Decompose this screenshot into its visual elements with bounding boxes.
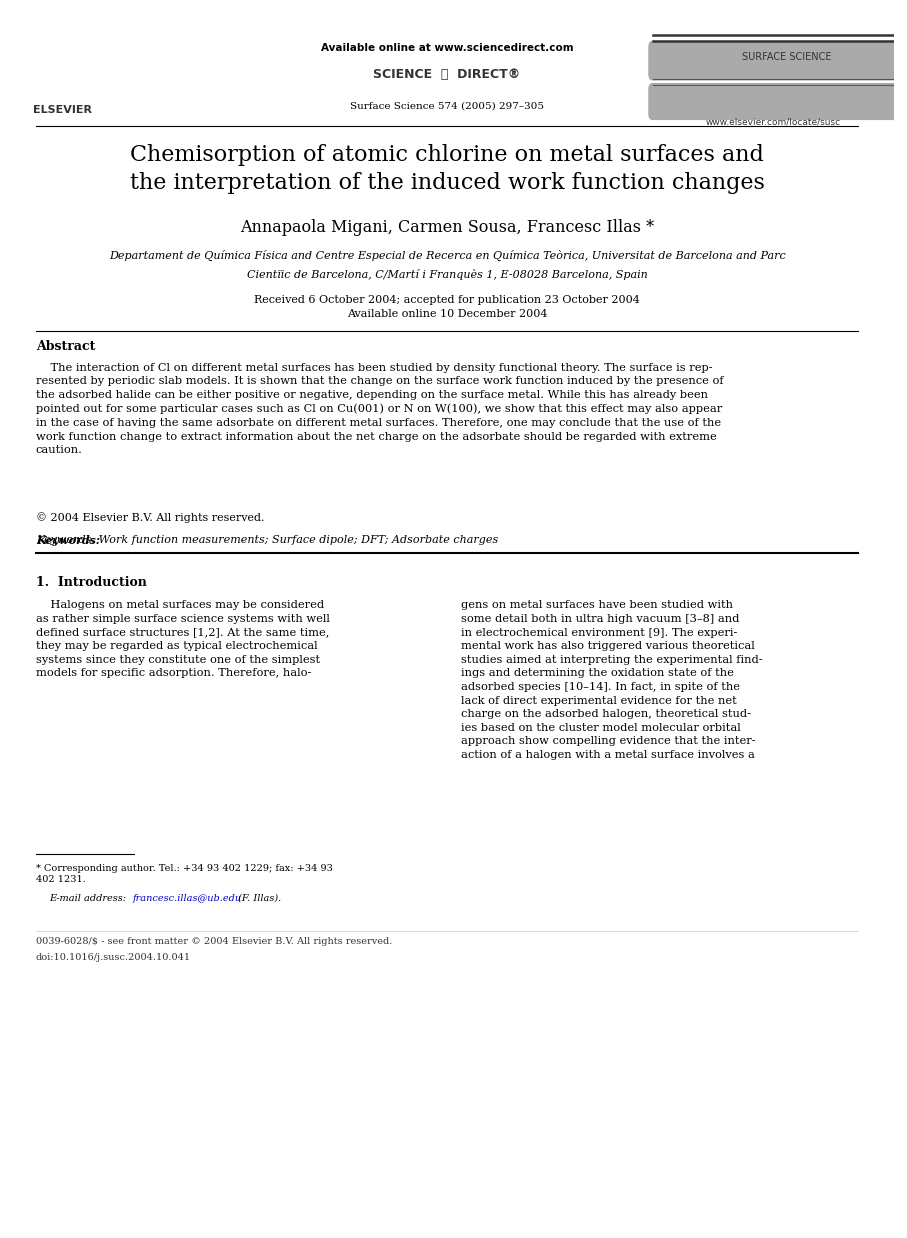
Text: francesc.illas@ub.edu: francesc.illas@ub.edu [132,894,241,903]
Text: gens on metal surfaces have been studied with
some detail both in ultra high vac: gens on metal surfaces have been studied… [461,600,762,760]
Text: Halogens on metal surfaces may be considered
as rather simple surface science sy: Halogens on metal surfaces may be consid… [35,600,329,678]
Text: * Corresponding author. Tel.: +34 93 402 1229; fax: +34 93
402 1231.: * Corresponding author. Tel.: +34 93 402… [35,864,333,884]
Text: Cientïic de Barcelona, C/Martí i Franquès 1, E-08028 Barcelona, Spain: Cientïic de Barcelona, C/Martí i Franquè… [247,269,648,280]
Text: Abstract: Abstract [35,340,95,354]
Text: Available online at www.sciencedirect.com: Available online at www.sciencedirect.co… [321,43,573,53]
Text: E-mail address:: E-mail address: [49,894,130,903]
Text: Departament de Química Física and Centre Especial de Recerca en Química Teòrica,: Departament de Química Física and Centre… [109,250,785,261]
Text: SCIENCE  ⓓ  DIRECT®: SCIENCE ⓓ DIRECT® [374,68,521,82]
Text: Keywords: Work function measurements; Surface dipole; DFT; Adsorbate charges: Keywords: Work function measurements; Su… [35,535,498,545]
FancyBboxPatch shape [649,41,899,80]
Text: © 2004 Elsevier B.V. All rights reserved.: © 2004 Elsevier B.V. All rights reserved… [35,513,264,524]
FancyBboxPatch shape [649,83,899,120]
Text: Surface Science 574 (2005) 297–305: Surface Science 574 (2005) 297–305 [350,102,544,110]
Text: SURFACE SCIENCE: SURFACE SCIENCE [742,52,832,62]
Text: The interaction of Cl on different metal surfaces has been studied by density fu: The interaction of Cl on different metal… [35,363,724,456]
Text: Received 6 October 2004; accepted for publication 23 October 2004
Available onli: Received 6 October 2004; accepted for pu… [254,295,640,318]
Text: doi:10.1016/j.susc.2004.10.041: doi:10.1016/j.susc.2004.10.041 [35,953,190,962]
Text: (F. Illas).: (F. Illas). [235,894,281,903]
Text: www.elsevier.com/locate/susc: www.elsevier.com/locate/susc [706,118,841,126]
Text: 1.  Introduction: 1. Introduction [35,576,147,589]
Text: Annapaola Migani, Carmen Sousa, Francesc Illas *: Annapaola Migani, Carmen Sousa, Francesc… [240,219,654,236]
Text: 0039-6028/$ - see front matter © 2004 Elsevier B.V. All rights reserved.: 0039-6028/$ - see front matter © 2004 El… [35,937,392,946]
Text: ELSEVIER: ELSEVIER [33,105,93,115]
Text: Chemisorption of atomic chlorine on metal surfaces and
the interpretation of the: Chemisorption of atomic chlorine on meta… [130,144,765,194]
Text: Keywords:: Keywords: [35,535,100,546]
